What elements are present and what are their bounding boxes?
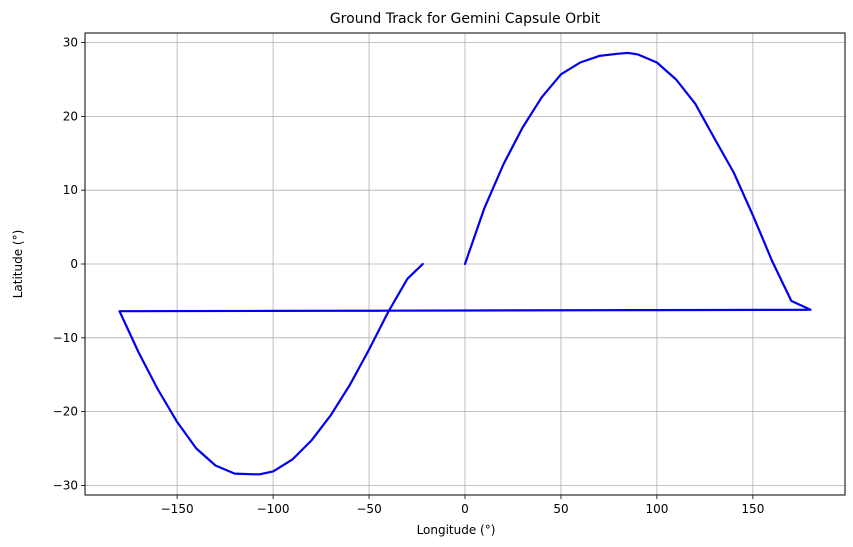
y-tick-label: −10 [53,331,78,345]
series-layer [118,51,812,476]
chart-title: Ground Track for Gemini Capsule Orbit [330,11,601,27]
x-tick-label: 150 [741,502,764,516]
x-tick-label: −150 [161,502,194,516]
ground-track-line [118,51,812,476]
y-tick-label: −30 [53,478,78,492]
x-tick-label: 50 [553,502,568,516]
x-tick-label: −100 [257,502,290,516]
y-tick-label: 10 [63,183,78,197]
x-tick-label: 0 [461,502,469,516]
y-tick-label: 0 [70,257,78,271]
y-tick-label: 20 [63,109,78,123]
y-tick-label: 30 [63,36,78,50]
y-tick-label: −20 [53,405,78,419]
x-tick-label: −50 [356,502,381,516]
x-tick-label: 100 [645,502,668,516]
y-axis-label: Latitude (°) [11,230,25,299]
x-axis-label: Longitude (°) [417,523,496,537]
